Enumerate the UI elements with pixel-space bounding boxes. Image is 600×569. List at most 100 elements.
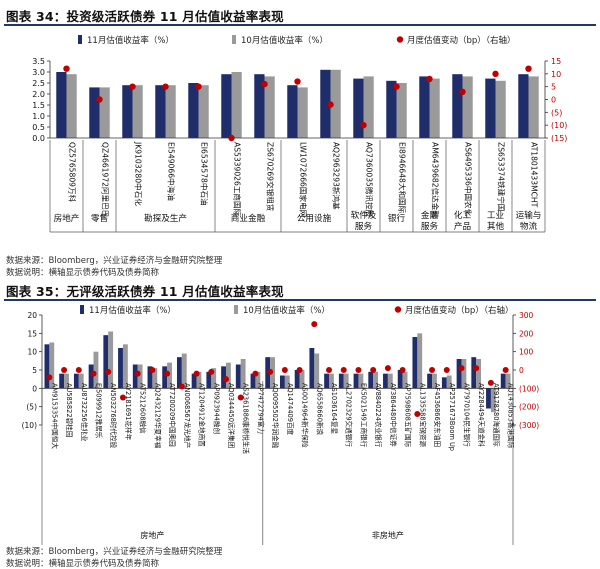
- bar-oct: [64, 373, 69, 389]
- bar-nov: [147, 366, 153, 389]
- dot-change-bp: [164, 370, 171, 377]
- dot-change-bp: [327, 101, 334, 108]
- category-label: EJ5099912雅居乐: [95, 383, 104, 439]
- dot-change-bp: [178, 383, 185, 390]
- dot-change-bp: [326, 367, 333, 373]
- dot-change-bp: [393, 83, 400, 90]
- dot-change-bp: [90, 370, 97, 377]
- dot-change-bp: [61, 367, 68, 373]
- legend-swatch-1: [80, 305, 84, 314]
- figure-34-chart: 11月估值收益率（%） 10月估值收益率（%） 月度估值变动（bp）（右轴） 0.0 0…: [32, 35, 567, 233]
- category-label: AY7970104民生银行: [462, 383, 471, 447]
- bar-nov: [324, 373, 330, 389]
- group-label: 商业金融: [231, 212, 266, 224]
- bar-nov: [221, 366, 226, 389]
- bar-oct: [211, 368, 217, 389]
- dot-change-bp: [459, 88, 466, 95]
- legend-swatch-3: [396, 36, 404, 43]
- bar-nov: [518, 74, 529, 138]
- bar-oct: [373, 371, 379, 389]
- bar-nov: [486, 388, 491, 409]
- dot-change-bp: [426, 75, 433, 83]
- dot-change-bp: [129, 83, 136, 90]
- bar-nov: [386, 80, 397, 138]
- category-label: AL1335588宝钢资源: [418, 383, 427, 447]
- bar-oct: [255, 371, 261, 389]
- bar-oct: [314, 353, 320, 389]
- category-label: AT1801433MCHT: [530, 142, 539, 208]
- bar-oct: [396, 83, 407, 138]
- y-tick-label-right: (10): [551, 121, 567, 130]
- category-label: QZ5765809万科: [68, 142, 78, 203]
- category-label: AP0923944融创: [212, 383, 221, 434]
- y-tick-label-right: 10: [551, 70, 561, 79]
- bar-nov: [88, 364, 94, 389]
- bar-oct: [329, 373, 334, 389]
- bar-nov: [338, 373, 344, 389]
- bar-oct: [330, 69, 341, 138]
- y-tick-label-right: (100): [519, 384, 539, 393]
- figure-35-title: 图表 35：无评级活跃债券 11 月估值收益率表现: [6, 284, 284, 299]
- legend-swatch-3: [394, 306, 402, 313]
- category-label: LW1072666国家电网: [299, 142, 309, 217]
- bar-oct: [66, 74, 77, 138]
- figure-34-source: 数据来源：Bloomberg，兴业证券经济与金融研究院整理: [6, 256, 223, 266]
- group-label: 工业: [487, 210, 505, 221]
- dot-change-bp: [525, 65, 532, 72]
- bar-nov: [456, 359, 462, 389]
- dot-change-bp: [311, 321, 318, 328]
- bar-nov: [320, 69, 331, 138]
- category-label: AS6495336中国农化: [464, 142, 474, 217]
- bar-oct: [297, 87, 308, 138]
- group-label: 房地产: [140, 530, 164, 540]
- category-label: AU8732256佳兆业: [80, 383, 89, 442]
- bar-nov: [122, 85, 133, 138]
- bar-nov: [287, 85, 298, 138]
- bar-nov: [191, 373, 197, 389]
- legend-label-1: 11月估值收益率（%）: [89, 305, 176, 316]
- y-tick-label-right: 100: [519, 348, 534, 357]
- dot-change-bp: [429, 367, 436, 373]
- y-tick-label-left: 1.0: [32, 112, 45, 121]
- category-label: AP7598608五矿国际: [404, 383, 413, 448]
- legend-swatch-2: [234, 305, 238, 314]
- category-label: AM6439682信达金融: [431, 142, 441, 218]
- legend-label-1: 11月估值收益率（%）: [87, 35, 174, 46]
- bar-nov: [56, 72, 67, 138]
- dot-change-bp: [414, 411, 421, 417]
- dot-change-bp: [208, 368, 215, 375]
- bar-nov: [294, 370, 300, 389]
- bar-nov: [441, 377, 447, 389]
- dot-change-bp: [237, 394, 244, 401]
- y-tick-label-left: 20: [27, 311, 37, 320]
- bar-nov: [44, 344, 50, 389]
- bar-nov: [471, 357, 477, 389]
- bar-nov: [427, 373, 433, 389]
- category-label: AP2571673Boom Up: [448, 383, 456, 451]
- y-tick-label-left: 0.0: [32, 134, 45, 143]
- group-label: 房地产: [54, 212, 80, 224]
- bar-oct: [495, 80, 506, 138]
- dot-change-bp: [281, 367, 288, 373]
- category-label: AT9178780海通国际: [492, 383, 501, 447]
- category-label: EI8946648大和国际: [398, 142, 408, 214]
- category-label: ZS653374铁建宁国: [497, 142, 507, 211]
- y-tick-label-left: 0: [32, 384, 37, 393]
- dot-change-bp: [502, 367, 509, 373]
- category-label: AM9153354中国恒大: [50, 383, 59, 449]
- category-label: ZS670269交银租赁: [266, 142, 276, 212]
- legend-label-2: 10月估值收益率（%）: [243, 305, 330, 316]
- dot-change-bp: [228, 134, 235, 142]
- category-label: AL2702329交通银行: [345, 383, 354, 447]
- bar-oct: [476, 359, 482, 389]
- y-tick-label-left: 1.5: [32, 101, 45, 110]
- legend-label-3: 月度估值变动（bp）（右轴）: [405, 305, 514, 316]
- y-tick-label-right: (200): [519, 403, 539, 412]
- legend-label-2: 10月估值收益率（%）: [241, 35, 328, 46]
- y-tick-label-left: 10: [27, 348, 37, 357]
- group-label-line2: 产品: [454, 220, 471, 232]
- category-label: AQ0344450远洋集团: [227, 383, 236, 449]
- dot-change-bp: [487, 379, 494, 386]
- category-label: AU585822碧桂园: [65, 383, 74, 438]
- group-label-line2: 其他: [487, 220, 505, 232]
